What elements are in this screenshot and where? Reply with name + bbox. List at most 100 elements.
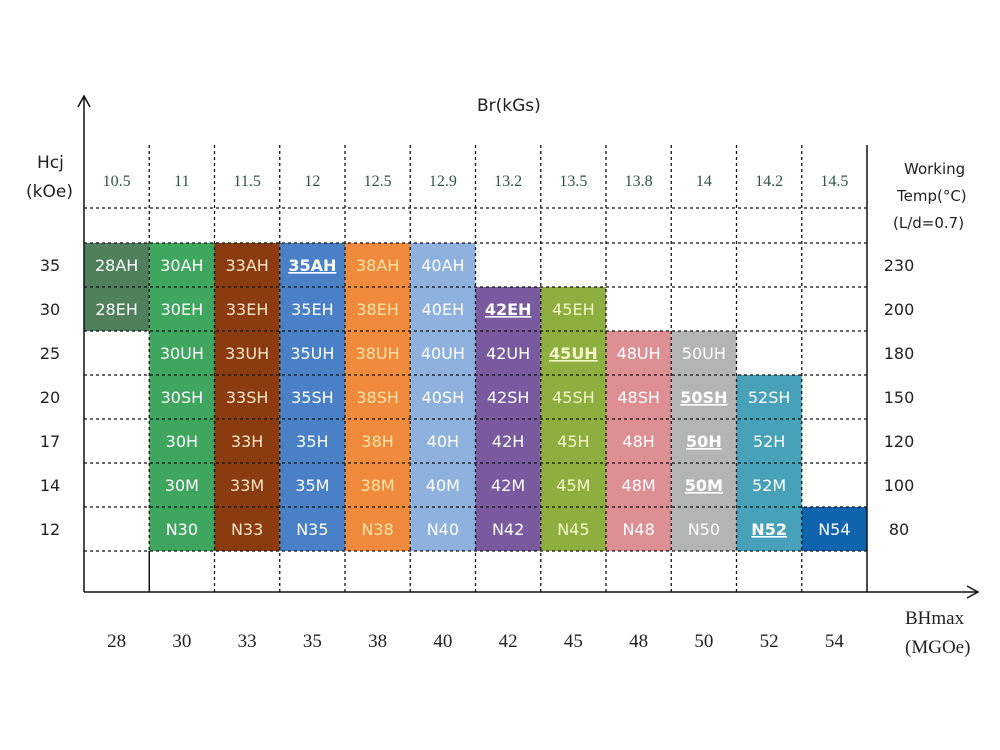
- grade-cell: [214, 463, 280, 507]
- grade-label: 28AH: [95, 256, 138, 275]
- grade-label: 45UH: [549, 344, 598, 363]
- left-axis-label-line2: (kOe): [26, 182, 73, 202]
- grade-cell: [736, 507, 802, 551]
- temp-tick-label: 120: [884, 432, 915, 451]
- bhmax-tick-label: 30: [172, 631, 191, 652]
- grade-cell: [345, 243, 411, 287]
- br-tick-label: 14.5: [820, 173, 848, 190]
- grade-cell: [475, 331, 541, 375]
- br-tick-label: 13.5: [559, 173, 587, 190]
- grade-cell: [214, 419, 280, 463]
- grade-label: N40: [427, 520, 459, 539]
- grade-cell: [801, 507, 867, 551]
- grade-cell: [736, 375, 802, 419]
- grade-cell: [279, 375, 345, 419]
- grade-cell: [279, 507, 345, 551]
- grade-label: 50M: [685, 476, 723, 495]
- hcj-tick-label: 30: [40, 300, 60, 319]
- bhmax-tick-label: 48: [629, 631, 648, 652]
- grade-label: 52M: [752, 476, 786, 495]
- grade-label: 40EH: [422, 300, 465, 319]
- temp-tick-label: 230: [884, 256, 915, 275]
- br-tick-label: 10.5: [103, 173, 131, 190]
- grade-cell: [345, 375, 411, 419]
- grade-label: 35UH: [290, 344, 334, 363]
- grade-cell: [84, 243, 150, 287]
- grade-label: 50H: [686, 432, 722, 451]
- grade-label: 42M: [491, 476, 525, 495]
- grade-label: 42H: [492, 432, 524, 451]
- bottom-axis-label-line2: (MGOe): [905, 637, 971, 658]
- grade-cell: [410, 287, 476, 331]
- hcj-axis-arrow-icon: [77, 94, 91, 108]
- hcj-tick-label: 17: [40, 432, 60, 451]
- grade-label: 30UH: [160, 344, 204, 363]
- grade-cell: [671, 331, 737, 375]
- grade-cell: [410, 331, 476, 375]
- grade-label: 48UH: [617, 344, 661, 363]
- grade-label: 33AH: [225, 256, 268, 275]
- bhmax-tick-label: 52: [760, 631, 779, 652]
- grade-cell: [671, 463, 737, 507]
- bhmax-axis-arrow-icon: [966, 585, 980, 599]
- grade-cell: [214, 331, 280, 375]
- right-axis-label-line1: Working: [904, 160, 966, 178]
- grade-label: 48SH: [617, 388, 660, 407]
- grade-label: 38M: [361, 476, 395, 495]
- bhmax-tick-label: 42: [499, 631, 518, 652]
- grade-label: 33SH: [226, 388, 269, 407]
- grade-label: 30AH: [160, 256, 203, 275]
- right-axis-label-line2: Temp(°C): [897, 187, 967, 205]
- grade-cell: [475, 419, 541, 463]
- grade-label: N48: [622, 520, 654, 539]
- grade-cell: [149, 419, 215, 463]
- grade-cell: [475, 375, 541, 419]
- grade-label: 40AH: [421, 256, 464, 275]
- hcj-tick-label: 25: [40, 344, 60, 363]
- grade-label: 35AH: [288, 256, 336, 275]
- br-tick-label: 14.2: [755, 173, 783, 190]
- left-axis-label-line1: Hcj: [37, 153, 64, 173]
- grade-cell: [671, 419, 737, 463]
- grade-cell: [540, 375, 606, 419]
- bhmax-tick-label: 28: [107, 631, 126, 652]
- bhmax-tick-label: 38: [368, 631, 387, 652]
- grade-cell: [410, 507, 476, 551]
- grade-cell: [540, 331, 606, 375]
- grade-label: 42SH: [487, 388, 530, 407]
- br-tick-label: 13.8: [625, 173, 653, 190]
- grade-label: 30H: [166, 432, 198, 451]
- br-tick-label: 12: [304, 173, 320, 190]
- grade-cell: [410, 375, 476, 419]
- grade-cell: [671, 507, 737, 551]
- grade-cell: [606, 331, 672, 375]
- grade-label: 52SH: [748, 388, 791, 407]
- grade-label: 35M: [295, 476, 329, 495]
- grade-label: 40M: [426, 476, 460, 495]
- grade-cell: [540, 419, 606, 463]
- br-tick-label: 11.5: [233, 173, 260, 190]
- grade-label: N52: [751, 520, 787, 539]
- grade-label: 52H: [753, 432, 785, 451]
- grade-label: N35: [296, 520, 328, 539]
- grade-label: N50: [688, 520, 720, 539]
- grade-cell: [149, 463, 215, 507]
- grade-cell: [345, 419, 411, 463]
- grade-label: N33: [231, 520, 263, 539]
- grade-cell: [606, 375, 672, 419]
- grade-cell: [345, 507, 411, 551]
- br-tick-label: 13.2: [494, 173, 522, 190]
- grade-label: N42: [492, 520, 524, 539]
- grade-label: 42UH: [486, 344, 530, 363]
- bhmax-tick-label: 50: [694, 631, 713, 652]
- temp-tick-label: 100: [884, 476, 915, 495]
- grade-cell: [84, 287, 150, 331]
- grade-cell: [410, 243, 476, 287]
- grade-label: 40UH: [421, 344, 465, 363]
- grade-cell: [279, 419, 345, 463]
- grade-label: 38H: [361, 432, 393, 451]
- grade-label: N38: [361, 520, 393, 539]
- grade-label: 33M: [230, 476, 264, 495]
- grade-cell: [475, 287, 541, 331]
